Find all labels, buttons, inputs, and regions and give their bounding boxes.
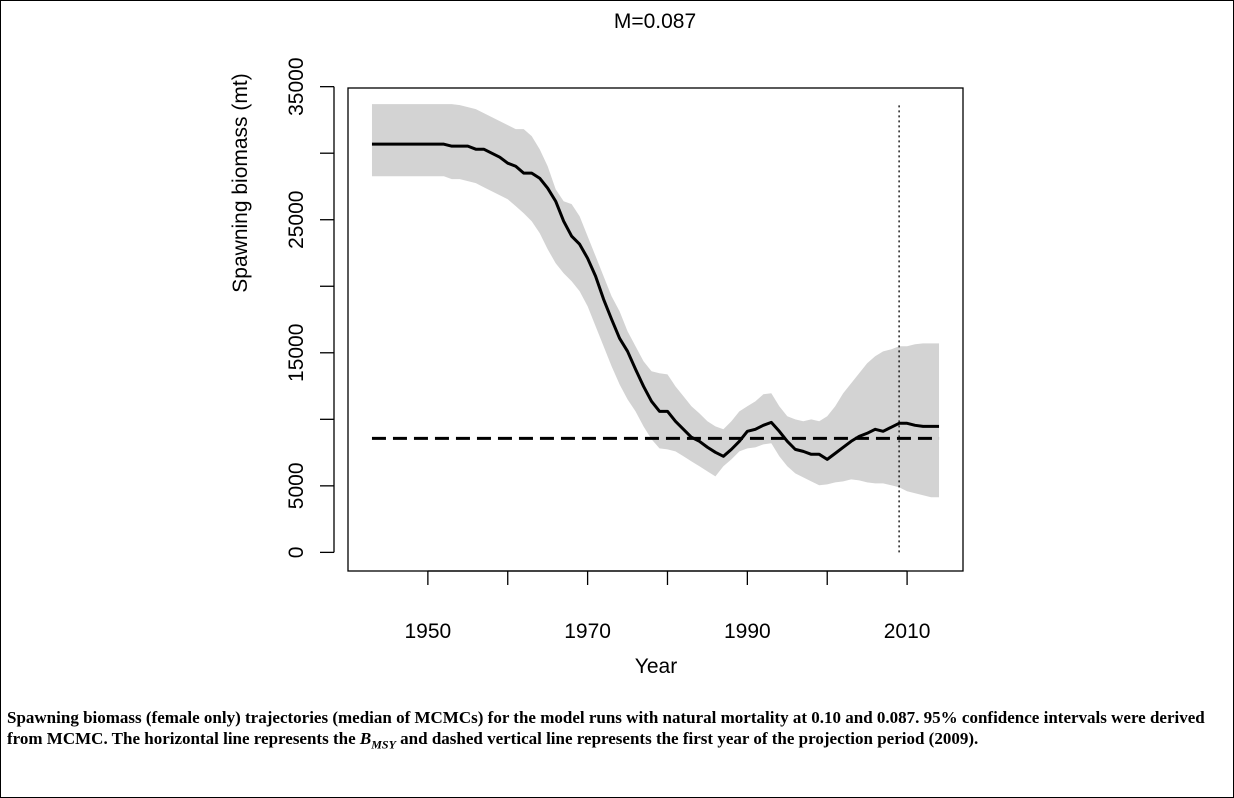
chart-title: M=0.087 xyxy=(614,10,696,33)
y-tick-label: 0 xyxy=(285,547,308,559)
x-tick-label: 1950 xyxy=(405,620,452,643)
caption-symbol: B xyxy=(359,729,372,748)
confidence-band xyxy=(371,104,940,498)
y-tick-label: 25000 xyxy=(285,191,308,249)
x-tick-label: 1970 xyxy=(564,620,611,643)
y-tick-label: 5000 xyxy=(285,462,308,509)
y-axis-label: Spawning biomass (mt) xyxy=(229,73,252,292)
caption-subscript: MSY xyxy=(371,737,396,752)
caption-text: and dashed vertical line represents the … xyxy=(395,729,979,748)
median-line xyxy=(371,142,940,461)
chart: M=0.087 Year Spawning biomass (mt) 1950 1… xyxy=(229,10,964,678)
x-tick-label: 1990 xyxy=(724,620,771,643)
caption: Spawning biomass (female only) trajector… xyxy=(7,707,1222,755)
x-tick-label: 2010 xyxy=(884,620,931,643)
caption-text: Spawning biomass (female only) trajector… xyxy=(7,708,1205,748)
y-tick-label: 35000 xyxy=(285,57,308,115)
x-axis-label: Year xyxy=(635,655,677,678)
y-tick-label: 15000 xyxy=(285,324,308,382)
